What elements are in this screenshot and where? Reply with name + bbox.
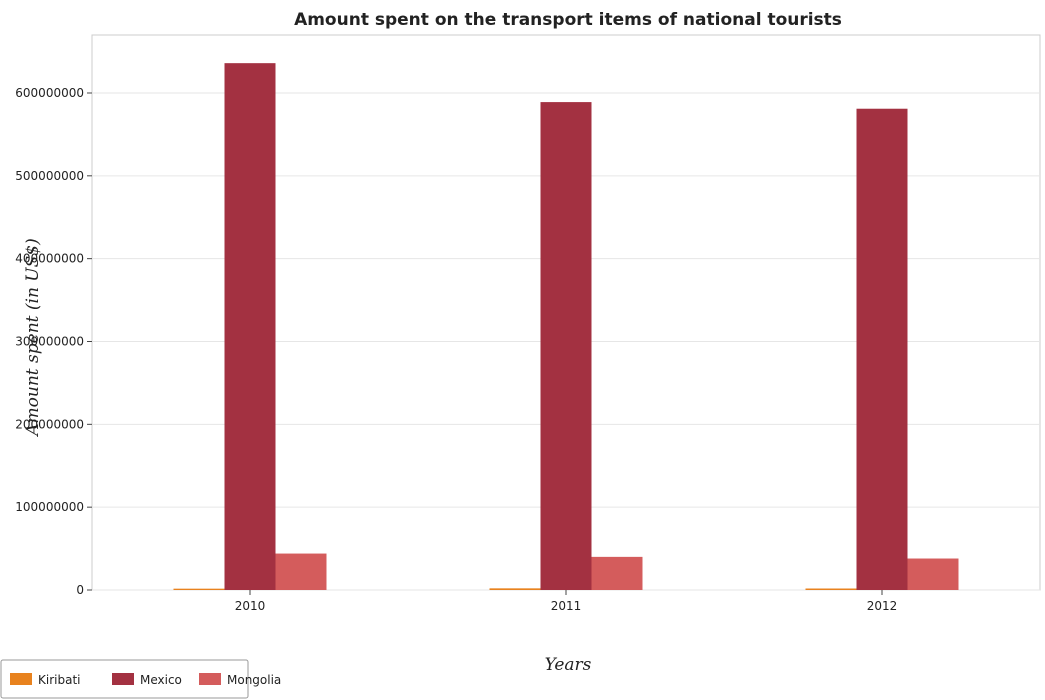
bar-mongolia-2011 [591,556,643,590]
legend-label-mongolia: Mongolia [227,673,281,687]
y-axis-ticks: 0 100000000 200000000 300000000 400000000 500… [15,86,92,597]
y-tick-label: 300000000 [15,334,84,348]
legend-swatch-kiribati [10,673,32,685]
bar-mexico-2011 [540,102,592,590]
chart-title: Amount spent on the transport items of n… [294,10,842,30]
y-tick-label: 400000000 [15,252,84,266]
legend-label-kiribati: Kiribati [38,673,80,687]
bars [173,63,959,590]
y-tick-label: 100000000 [15,500,84,514]
x-tick-label: 2012 [867,599,898,613]
y-tick-label: 0 [76,583,84,597]
y-tick-label: 500000000 [15,169,84,183]
x-axis-ticks: 2010 2011 2012 [235,590,898,613]
bar-mongolia-2012 [907,558,959,590]
y-tick-label: 200000000 [15,417,84,431]
x-tick-label: 2011 [551,599,582,613]
bar-kiribati-2011 [489,588,541,590]
x-tick-label: 2010 [235,599,266,613]
bar-mexico-2012 [856,108,908,590]
legend: Kiribati Mexico Mongolia [0,659,281,699]
x-axis-label: Years [545,655,592,675]
legend-swatch-mexico [112,673,134,685]
y-axis-label: Amount spent (in US$) [23,238,43,437]
bar-kiribati-2010 [173,588,225,590]
legend-swatch-mongolia [199,673,221,685]
y-tick-label: 600000000 [15,86,84,100]
bar-kiribati-2012 [805,588,857,590]
bar-mexico-2010 [224,63,276,590]
legend-label-mexico: Mexico [140,673,182,687]
bar-mongolia-2010 [275,553,327,590]
